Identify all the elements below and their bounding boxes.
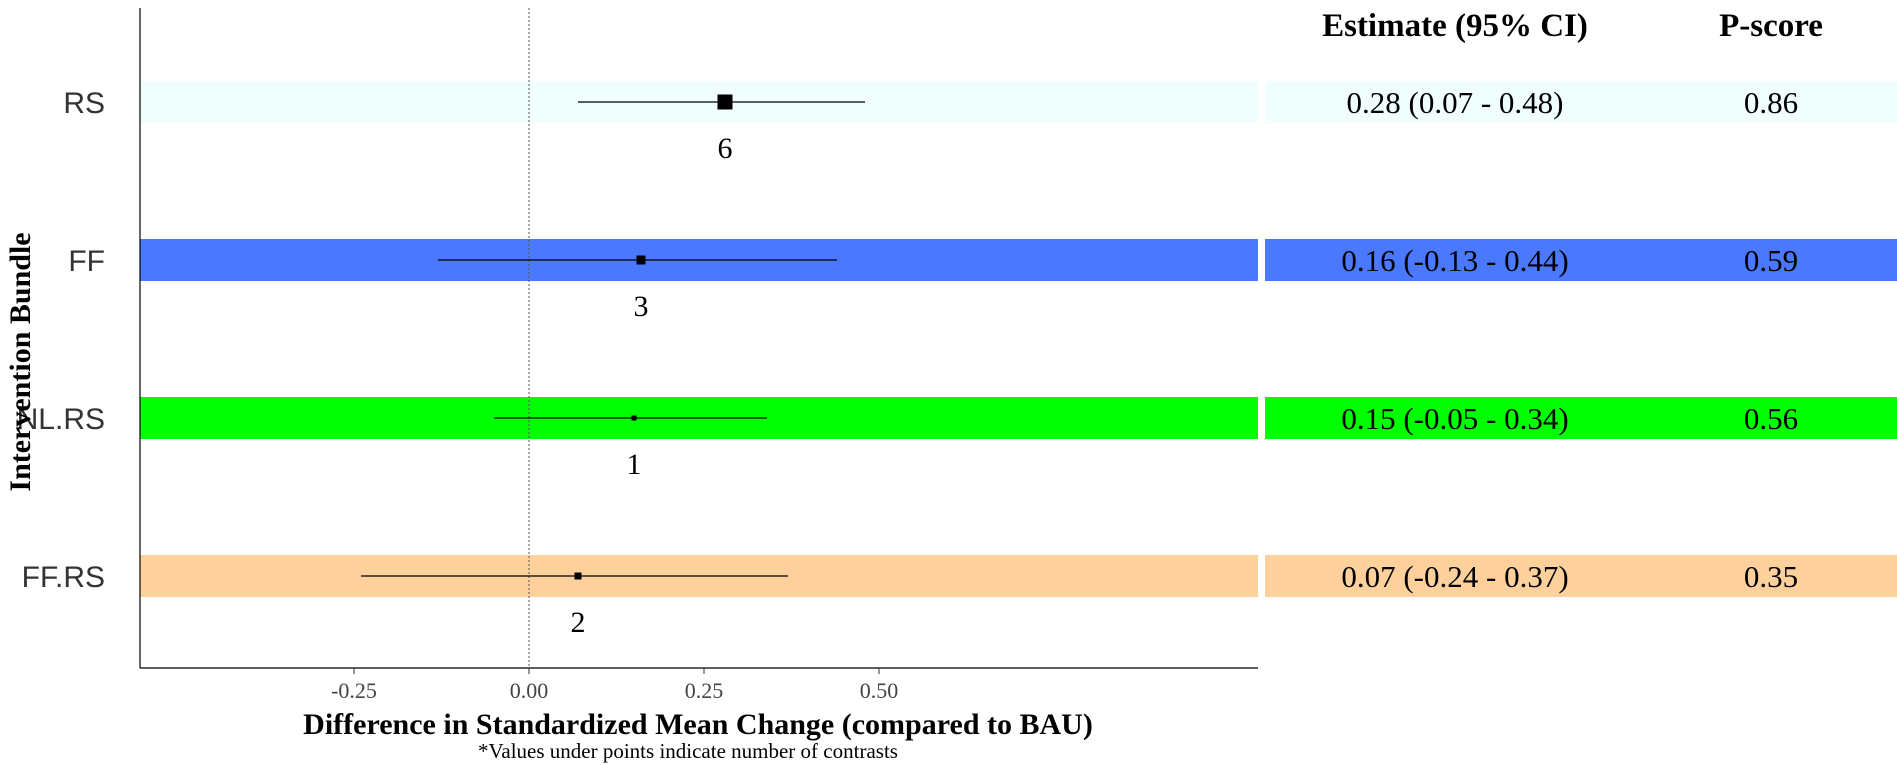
contrast-count-label: 2: [571, 606, 586, 639]
contrast-count-label: 1: [627, 448, 642, 481]
point-estimate: [574, 572, 582, 580]
estimate-cell: 0.28 (0.07 - 0.48): [1347, 85, 1564, 120]
x-axis-title: Difference in Standardized Mean Change (…: [303, 708, 1093, 741]
pscore-cell: 0.86: [1744, 85, 1798, 120]
pscore-cell: 0.59: [1744, 243, 1798, 278]
table-header-estimate: Estimate (95% CI): [1322, 8, 1588, 44]
row-band-table: [1265, 555, 1897, 597]
y-tick-label: FF: [68, 245, 105, 278]
point-estimate: [631, 415, 637, 421]
x-tick-label: 0.50: [860, 678, 899, 703]
y-tick-label: NL.RS: [17, 403, 105, 436]
y-axis-title: Intervention Bundle: [4, 232, 37, 491]
x-tick-label: 0.00: [510, 678, 549, 703]
y-tick-label: FF.RS: [22, 561, 105, 594]
contrast-count-label: 6: [718, 132, 733, 165]
point-estimate: [636, 255, 646, 265]
forest-marks: 6 3 1 2: [361, 94, 865, 639]
y-tick-label: RS: [63, 87, 105, 120]
point-estimate: [717, 94, 733, 110]
row-band-table: [1265, 239, 1897, 281]
row-bands: [140, 81, 1897, 597]
estimate-cell: 0.15 (-0.05 - 0.34): [1341, 401, 1568, 436]
estimate-table: 0.28 (0.07 - 0.48) 0.86 0.16 (-0.13 - 0.44…: [1341, 85, 1798, 594]
x-axis-ticks: -0.25 0.00 0.25 0.50: [331, 668, 898, 703]
pscore-cell: 0.35: [1744, 559, 1798, 594]
footnote: *Values under points indicate number of …: [478, 739, 898, 763]
row-band-table: [1265, 81, 1897, 123]
estimate-cell: 0.16 (-0.13 - 0.44): [1341, 243, 1568, 278]
table-header-pscore: P-score: [1719, 8, 1823, 44]
y-axis-tick-labels: RS FF NL.RS FF.RS: [17, 87, 105, 594]
x-tick-label: -0.25: [331, 678, 377, 703]
row-band-table: [1265, 397, 1897, 439]
contrast-count-label: 3: [634, 290, 649, 323]
pscore-cell: 0.56: [1744, 401, 1798, 436]
x-tick-label: 0.25: [685, 678, 724, 703]
estimate-cell: 0.07 (-0.24 - 0.37): [1341, 559, 1568, 594]
